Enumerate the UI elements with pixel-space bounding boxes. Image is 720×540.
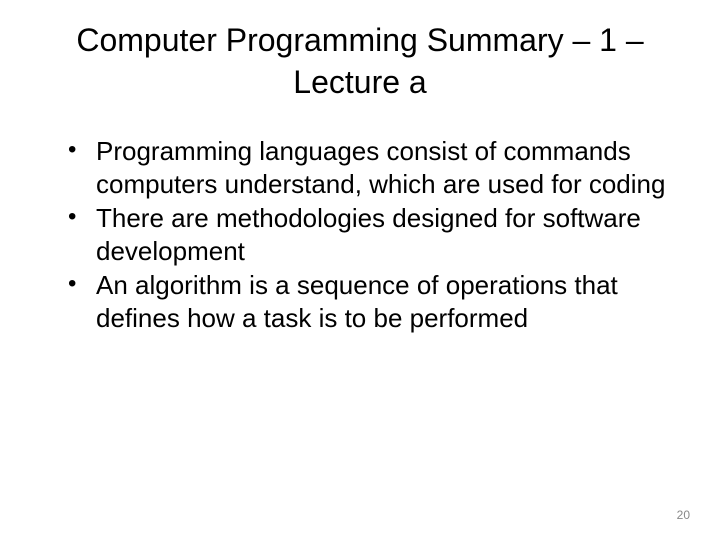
list-item: Programming languages consist of command…: [68, 135, 680, 200]
bullet-list: Programming languages consist of command…: [40, 135, 680, 334]
page-number: 20: [677, 508, 690, 522]
list-item: An algorithm is a sequence of operations…: [68, 269, 680, 334]
slide-title: Computer Programming Summary – 1 – Lectu…: [40, 20, 680, 103]
slide-container: Computer Programming Summary – 1 – Lectu…: [0, 0, 720, 540]
list-item: There are methodologies designed for sof…: [68, 202, 680, 267]
